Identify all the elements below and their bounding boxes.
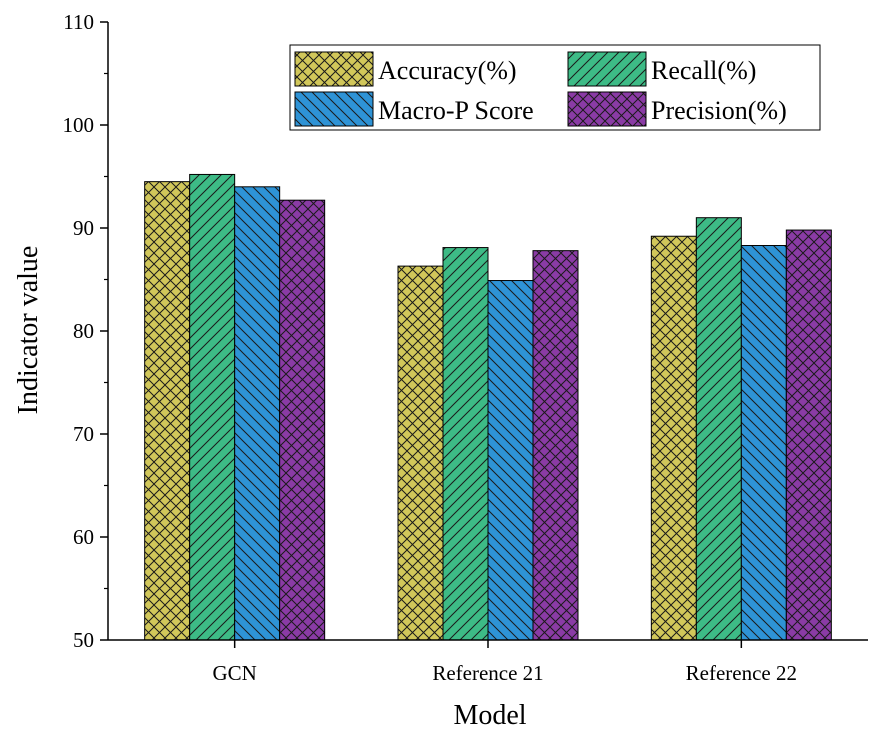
x-tick-label: Reference 22 (686, 661, 797, 685)
y-tick-label: 80 (73, 319, 94, 343)
legend-label: Macro-P Score (378, 96, 534, 125)
legend-box (289, 44, 821, 131)
bar-Precision(%)-Reference 21 (532, 250, 579, 641)
legend-label: Precision(%) (651, 96, 787, 125)
x-tick-label: GCN (212, 661, 256, 685)
x-ticks-group: GCN Reference 21 Reference 22 (212, 640, 797, 685)
bars-group (144, 173, 832, 641)
legend-swatch (567, 91, 647, 127)
y-tick-label: 110 (63, 10, 94, 34)
bar-Macro-P Score-GCN (234, 186, 281, 641)
x-axis-title: Model (453, 700, 526, 731)
y-tick-label: 50 (73, 628, 94, 652)
y-tick-label: 70 (73, 422, 94, 446)
y-ticks-group: 50 60 70 80 90 100 110 (63, 10, 108, 652)
bar-Macro-P Score-Reference 22 (740, 245, 787, 641)
legend-swatch (294, 51, 374, 87)
y-tick-label: 100 (63, 113, 95, 137)
bar-Precision(%)-GCN (279, 199, 326, 641)
bar-Accuracy(%)-GCN (144, 181, 191, 641)
y-axis-title: Indicator value (13, 246, 44, 415)
legend: Accuracy(%) Recall(%) Macro-P Score Precisi… (289, 44, 821, 131)
bar-Macro-P Score-Reference 21 (487, 280, 534, 641)
legend-swatch (294, 91, 374, 127)
y-tick-label: 60 (73, 525, 94, 549)
y-tick-label: 90 (73, 216, 94, 240)
x-tick-label: Reference 21 (432, 661, 543, 685)
bar-Accuracy(%)-Reference 21 (397, 265, 444, 641)
bar-Recall(%)-GCN (189, 173, 236, 641)
bar-Recall(%)-Reference 21 (442, 247, 489, 641)
legend-label: Accuracy(%) (378, 56, 517, 85)
bar-Accuracy(%)-Reference 22 (650, 235, 697, 641)
bar-Precision(%)-Reference 22 (785, 229, 832, 641)
legend-label: Recall(%) (651, 56, 756, 85)
bar-Recall(%)-Reference 22 (695, 217, 742, 641)
legend-swatch (567, 51, 647, 87)
